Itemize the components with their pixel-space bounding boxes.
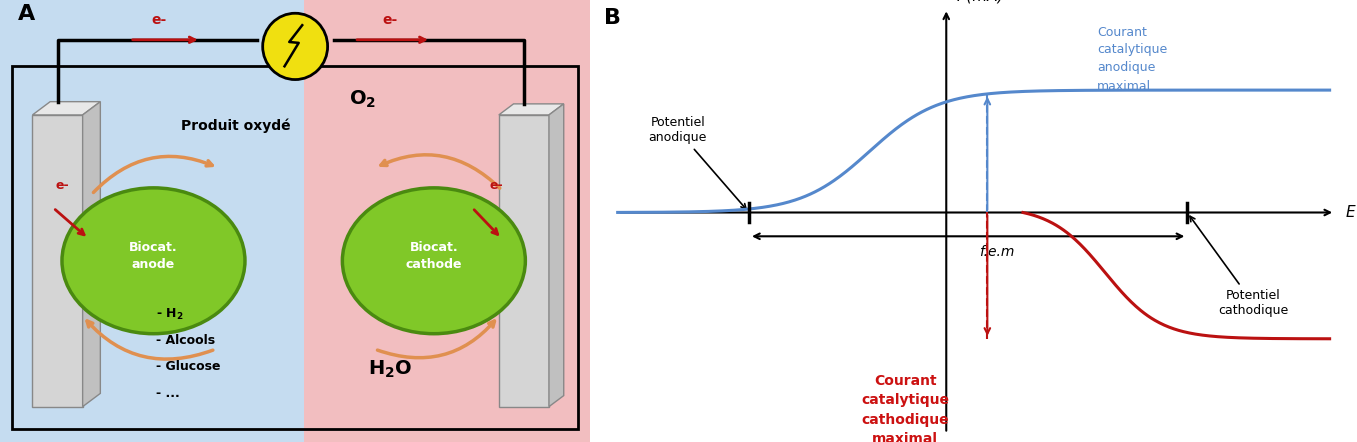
FancyBboxPatch shape: [304, 0, 590, 442]
Text: E (V): E (V): [1346, 205, 1357, 220]
Text: Potentiel
cathodique: Potentiel cathodique: [1190, 216, 1288, 317]
Text: - Glucose: - Glucose: [156, 360, 221, 373]
Text: Produit oxydé: Produit oxydé: [182, 118, 290, 133]
Text: I (mA): I (mA): [957, 0, 1004, 4]
Polygon shape: [33, 102, 100, 115]
Text: e-: e-: [381, 12, 398, 27]
Polygon shape: [33, 115, 83, 407]
Text: Courant
catalytique
cathodique
maximal: Courant catalytique cathodique maximal: [862, 374, 949, 442]
Ellipse shape: [263, 13, 327, 80]
FancyBboxPatch shape: [0, 0, 304, 442]
Text: Courant
catalytique
anodique
maximal: Courant catalytique anodique maximal: [1096, 26, 1167, 92]
Text: e-: e-: [489, 179, 502, 192]
Polygon shape: [83, 102, 100, 407]
Text: Biocat.
cathode: Biocat. cathode: [406, 241, 463, 271]
Text: - ...: - ...: [156, 387, 180, 400]
Polygon shape: [550, 104, 563, 407]
Ellipse shape: [62, 188, 246, 334]
Polygon shape: [499, 104, 563, 115]
Text: $\mathbf{H_2O}$: $\mathbf{H_2O}$: [368, 359, 411, 380]
Text: - Alcools: - Alcools: [156, 334, 216, 347]
Text: Potentiel
anodique: Potentiel anodique: [649, 117, 746, 209]
Text: - $\mathbf{H_2}$: - $\mathbf{H_2}$: [156, 307, 185, 322]
Text: A: A: [18, 4, 35, 24]
Polygon shape: [499, 115, 550, 407]
Text: Biocat.
anode: Biocat. anode: [129, 241, 178, 271]
Text: $\mathbf{O_2}$: $\mathbf{O_2}$: [350, 89, 377, 110]
Ellipse shape: [342, 188, 525, 334]
Text: f.e.m: f.e.m: [980, 245, 1015, 259]
Text: B: B: [604, 8, 622, 28]
Text: e-: e-: [152, 12, 167, 27]
Text: e-: e-: [56, 179, 69, 192]
